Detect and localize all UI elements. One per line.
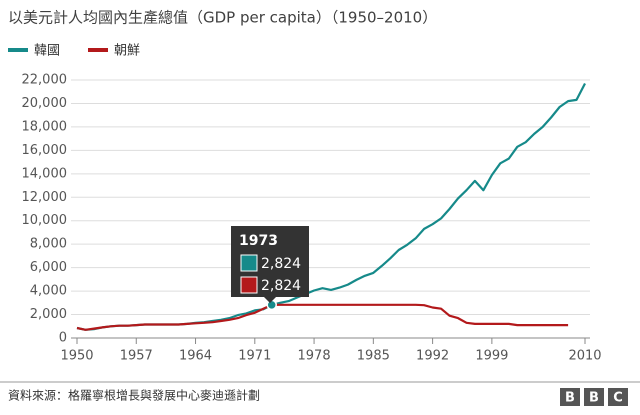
- logo-box: [584, 388, 604, 406]
- x-tick-label: 1992: [416, 349, 449, 364]
- y-tick-label: 4,000: [30, 284, 67, 299]
- tooltip-year: 1973: [239, 233, 278, 249]
- logo-box: [560, 388, 580, 406]
- y-tick-label: 16,000: [22, 143, 68, 158]
- y-tick-label: 8,000: [30, 237, 67, 252]
- series-line: [76, 303, 569, 331]
- tooltip-value: 2,824: [261, 256, 301, 272]
- x-tick-label: 2010: [568, 349, 601, 364]
- y-tick-label: 18,000: [22, 119, 68, 134]
- x-tick-label: 1978: [298, 349, 331, 364]
- logo-box: [608, 388, 628, 406]
- x-tick-label: 1971: [238, 349, 271, 364]
- legend-label: 朝鮮: [114, 44, 140, 59]
- y-tick-label: 10,000: [22, 213, 68, 228]
- y-tick-label: 12,000: [22, 190, 68, 205]
- y-tick-label: 14,000: [22, 166, 68, 181]
- tooltip-value: 2,824: [261, 278, 301, 294]
- logo-letter: B: [589, 391, 599, 406]
- y-tick-label: 2,000: [30, 307, 67, 322]
- source: 資料來源：格羅寧根增長與發展中心麥迪遜計劃: [8, 388, 260, 403]
- x-tick-label: 1950: [60, 349, 93, 364]
- tooltip-swatch: [240, 254, 258, 272]
- logo-letter: B: [565, 391, 575, 406]
- series-line: [76, 82, 586, 331]
- legend-label: 韓國: [34, 44, 60, 59]
- y-tick-label: 20,000: [22, 96, 68, 111]
- x-tick-label: 1957: [120, 349, 153, 364]
- x-tick-label: 1964: [179, 349, 212, 364]
- y-tick-label: 0: [59, 331, 67, 346]
- chart-title: 以美元計人均國內生產總值（GDP per capita）（1950–2010）: [8, 9, 437, 27]
- y-tick-label: 22,000: [22, 73, 68, 88]
- y-tick-label: 6,000: [30, 260, 67, 275]
- x-tick-label: 1999: [475, 349, 508, 364]
- tooltip-swatch: [240, 276, 258, 294]
- hover-marker: [266, 299, 277, 311]
- x-tick-label: 1985: [357, 349, 390, 364]
- logo-letter: C: [613, 391, 623, 406]
